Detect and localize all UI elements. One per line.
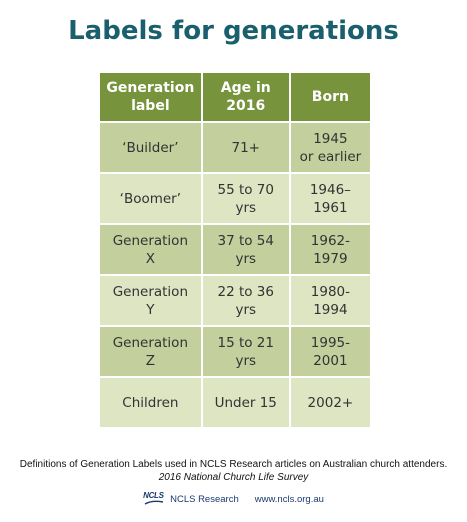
cell-born: 2002+: [290, 378, 370, 427]
table-row-generation-z: Generation Z 15 to 21 yrs 1995- 2001: [100, 327, 370, 376]
caption-survey-name: 2016 National Church Life Survey: [158, 472, 309, 483]
footer-org-name: NCLS Research: [170, 493, 239, 505]
ncls-logo: NCLS: [143, 491, 165, 507]
footer: NCLS NCLS Research www.ncls.org.au: [0, 491, 467, 510]
cell-label: Generation Y: [100, 276, 201, 325]
cell-born: 1980- 1994: [290, 276, 370, 325]
table-row-children: Children Under 15 2002+: [100, 378, 370, 427]
header-generation-label: Generation label: [100, 73, 201, 121]
cell-age: 55 to 70 yrs: [202, 174, 289, 223]
logo-swoosh-icon: [144, 500, 164, 505]
cell-label: Generation X: [100, 225, 201, 274]
cell-age: 15 to 21 yrs: [202, 327, 289, 376]
table-row-generation-y: Generation Y 22 to 36 yrs 1980- 1994: [100, 276, 370, 325]
caption-description: Definitions of Generation Labels used in…: [19, 459, 448, 470]
page-title: Labels for generations: [68, 16, 399, 46]
cell-label: ‘Boomer’: [100, 174, 201, 223]
table-row-boomer: ‘Boomer’ 55 to 70 yrs 1946– 1961: [100, 174, 370, 223]
cell-age: Under 15: [202, 378, 289, 427]
table-row-builder: ‘Builder’ 71+ 1945 or earlier: [100, 123, 370, 172]
generations-table: Generation label Age in 2016 Born ‘Build…: [98, 71, 372, 429]
cell-age: 71+: [202, 123, 289, 172]
cell-age: 22 to 36 yrs: [202, 276, 289, 325]
cell-born: 1945 or earlier: [290, 123, 370, 172]
cell-born: 1995- 2001: [290, 327, 370, 376]
table-header-row: Generation label Age in 2016 Born: [100, 73, 370, 121]
header-born: Born: [290, 73, 370, 121]
header-age-in-2016: Age in 2016: [202, 73, 289, 121]
cell-born: 1962- 1979: [290, 225, 370, 274]
cell-label: Children: [100, 378, 201, 427]
caption: Definitions of Generation Labels used in…: [0, 458, 467, 484]
cell-label: Generation Z: [100, 327, 201, 376]
cell-born: 1946– 1961: [290, 174, 370, 223]
cell-age: 37 to 54 yrs: [202, 225, 289, 274]
footer-website-link[interactable]: www.ncls.org.au: [254, 493, 324, 505]
cell-label: ‘Builder’: [100, 123, 201, 172]
table-row-generation-x: Generation X 37 to 54 yrs 1962- 1979: [100, 225, 370, 274]
